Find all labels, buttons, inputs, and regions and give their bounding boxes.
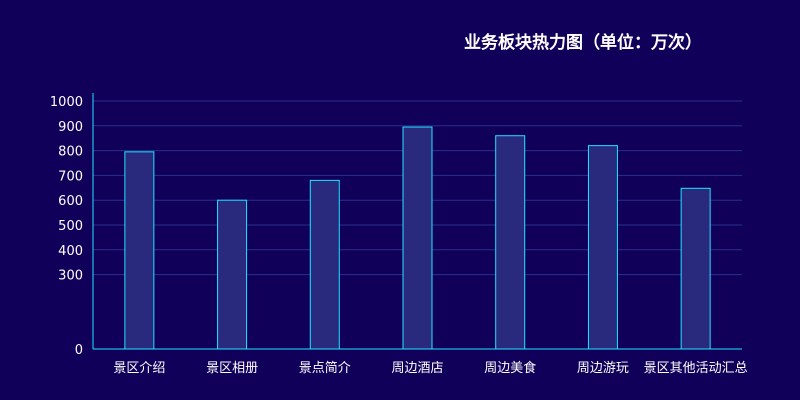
x-tick-label: 周边酒店 [391, 361, 443, 376]
bar [495, 135, 526, 350]
x-tick-label: 景区其他活动汇总 [644, 361, 748, 376]
bar [680, 187, 711, 350]
x-tick-label: 周边美食 [484, 360, 536, 376]
y-axis-ticks: 0 300 400 500 600 700 800 900 1000 [50, 95, 83, 358]
chart-title: 业务板块热力图（单位：万次） [464, 32, 702, 53]
bar [217, 199, 248, 350]
y-tick-label: 600 [58, 194, 83, 209]
bar [402, 126, 433, 350]
y-tick-label: 500 [58, 219, 83, 234]
y-tick-label: 1000 [50, 95, 83, 110]
bar [309, 179, 340, 350]
x-tick-label: 景区介绍 [113, 361, 165, 376]
y-tick-label: 700 [58, 169, 83, 184]
x-tick-label: 景区相册 [206, 361, 258, 376]
y-tick-label: 400 [58, 244, 83, 259]
bar [124, 151, 155, 350]
y-tick-label: 800 [58, 145, 83, 160]
bar [587, 145, 618, 350]
x-tick-label: 景点简介 [299, 360, 351, 376]
x-axis-ticks: 景区介绍 景区相册 景点简介 周边酒店 周边美食 周边游玩 景区其他活动汇总 [113, 360, 747, 376]
axes [92, 93, 742, 350]
x-tick-label: 周边游玩 [577, 361, 629, 376]
bars [124, 126, 711, 350]
y-tick-label: 300 [58, 269, 83, 284]
y-tick-label: 0 [75, 343, 83, 358]
y-tick-label: 900 [58, 120, 83, 135]
